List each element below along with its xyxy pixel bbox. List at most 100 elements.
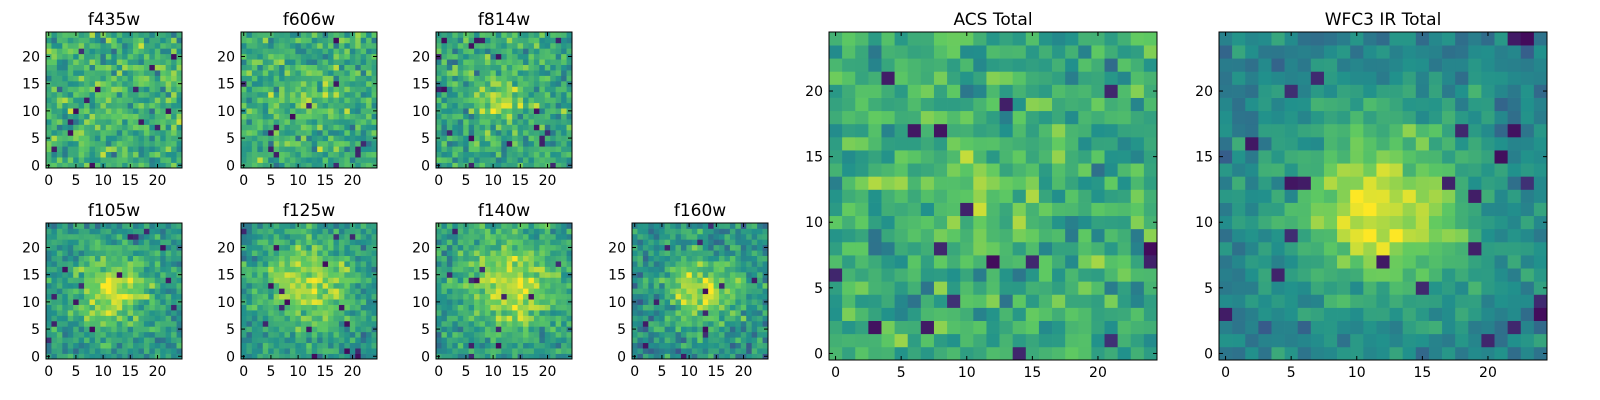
- heatmap-cell: [566, 48, 573, 55]
- heatmap-cell: [561, 228, 567, 235]
- heatmap-cell: [78, 53, 85, 60]
- x-tick-label: 0: [44, 364, 53, 380]
- heatmap-cell: [555, 151, 562, 158]
- heatmap-cell: [495, 37, 502, 44]
- heatmap-cell: [165, 239, 172, 246]
- heatmap-cell: [268, 342, 274, 349]
- heatmap-cell: [468, 261, 475, 267]
- heatmap-cell: [501, 261, 508, 267]
- heatmap-cell: [317, 250, 323, 256]
- heatmap-cell: [561, 86, 567, 93]
- heatmap-cell: [289, 157, 296, 163]
- heatmap-cell: [100, 64, 107, 71]
- heatmap-cell: [295, 304, 302, 311]
- y-tick-label: 10: [22, 295, 40, 311]
- heatmap-cell: [1143, 268, 1158, 282]
- heatmap-cell: [165, 140, 172, 147]
- heatmap-cell: [468, 288, 475, 295]
- heatmap-cell: [279, 293, 285, 300]
- heatmap-cell: [501, 288, 508, 295]
- heatmap-cell: [697, 293, 704, 300]
- heatmap-cell: [165, 37, 172, 44]
- heatmap-cell: [176, 151, 183, 158]
- heatmap-cell: [479, 86, 486, 93]
- heatmap-cell: [680, 299, 687, 305]
- heatmap-cell: [311, 48, 318, 55]
- heatmap-cell: [105, 288, 112, 295]
- heatmap-cell: [762, 288, 769, 295]
- heatmap-cell: [333, 53, 340, 60]
- heatmap-cell: [561, 233, 567, 240]
- heatmap-cell: [122, 261, 128, 267]
- heatmap-cell: [960, 189, 974, 203]
- heatmap-cell: [300, 233, 307, 240]
- heatmap-cell: [154, 64, 161, 71]
- heatmap-cell: [762, 266, 769, 273]
- heatmap-cell: [479, 315, 486, 322]
- heatmap-cell: [149, 261, 156, 267]
- heatmap-cell: [154, 282, 161, 289]
- heatmap-cell: [246, 293, 253, 300]
- heatmap-cell: [842, 202, 856, 217]
- heatmap-cell: [550, 288, 557, 295]
- y-tick-label: 5: [421, 131, 430, 147]
- heatmap-cell: [670, 315, 676, 322]
- heatmap-cell: [441, 261, 448, 267]
- heatmap-cell: [165, 59, 172, 65]
- heatmap-cell: [446, 353, 453, 360]
- heatmap-cell: [446, 129, 453, 136]
- heatmap-cell: [56, 304, 63, 311]
- heatmap-cell: [56, 293, 63, 300]
- heatmap-cell: [295, 80, 302, 87]
- heatmap-cell: [311, 75, 318, 82]
- heatmap-cell: [986, 333, 1000, 348]
- heatmap-cell: [371, 140, 378, 147]
- heatmap-cell: [176, 310, 183, 316]
- y-tick-label: 0: [421, 349, 430, 365]
- heatmap-cell: [708, 250, 714, 256]
- heatmap-cell: [490, 146, 497, 153]
- heatmap-cell: [691, 266, 698, 273]
- heatmap-cell: [73, 320, 79, 327]
- heatmap-cell: [452, 48, 459, 55]
- heatmap-cell: [360, 48, 367, 55]
- heatmap-cell: [544, 97, 551, 104]
- heatmap-cell: [697, 261, 704, 267]
- heatmap-cell: [501, 244, 508, 251]
- heatmap-cell: [116, 86, 123, 93]
- heatmap-cell: [523, 331, 529, 338]
- heatmap-cell: [100, 261, 107, 267]
- heatmap-cell: [474, 64, 480, 71]
- heatmap-cell: [441, 342, 448, 349]
- heatmap-cell: [176, 91, 183, 98]
- heatmap-cell: [100, 48, 107, 55]
- heatmap-cell: [457, 315, 464, 322]
- heatmap-cell: [127, 299, 134, 305]
- heatmap-cell: [550, 64, 557, 71]
- heatmap-cell: [452, 97, 459, 104]
- heatmap-cell: [322, 239, 329, 246]
- heatmap-cell: [659, 277, 665, 284]
- heatmap-cell: [154, 129, 161, 136]
- heatmap-cell: [441, 250, 448, 256]
- heatmap-cell: [495, 32, 502, 38]
- heatmap-cell: [829, 228, 843, 243]
- heatmap-cell: [171, 310, 177, 316]
- heatmap-cell: [116, 124, 123, 131]
- heatmap-cell: [517, 53, 524, 60]
- axes-frame: [240, 222, 378, 360]
- heatmap-cell: [268, 315, 274, 322]
- heatmap-cell: [143, 157, 150, 163]
- heatmap-cell: [533, 293, 540, 300]
- heatmap-cell: [122, 337, 128, 344]
- heatmap-cell: [349, 320, 356, 327]
- heatmap-cell: [246, 97, 253, 104]
- heatmap-cell: [528, 282, 535, 289]
- heatmap-cell: [855, 150, 869, 164]
- heatmap-cell: [289, 266, 296, 273]
- heatmap-cell: [46, 315, 52, 322]
- heatmap-cell: [133, 157, 139, 163]
- heatmap-cell: [495, 124, 502, 131]
- heatmap-cell: [1104, 320, 1118, 335]
- heatmap-cell: [697, 228, 704, 235]
